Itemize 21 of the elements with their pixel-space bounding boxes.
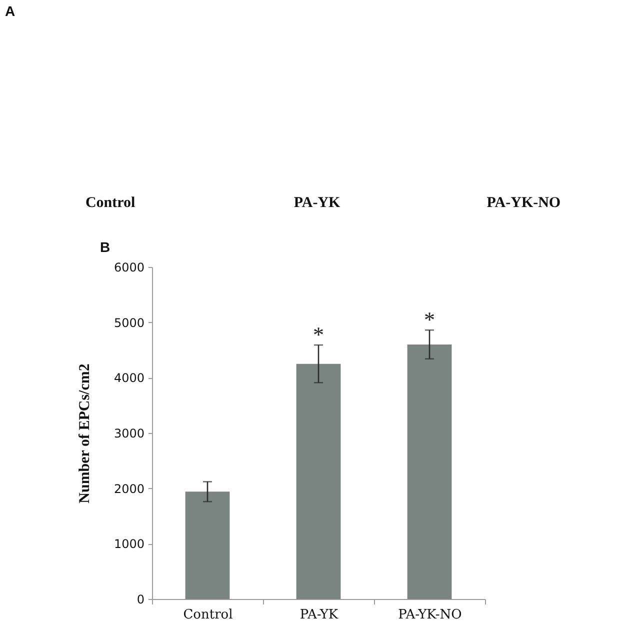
y-tick-label: 4000 bbox=[114, 371, 144, 386]
text: PA-YK-NO bbox=[486, 195, 561, 211]
x-tick-label: Control bbox=[183, 608, 233, 622]
x-tick-label: PA-YK-NO bbox=[398, 608, 462, 622]
chart-title: B bbox=[100, 239, 110, 255]
y-tick-label: 6000 bbox=[114, 260, 144, 274]
text: Control bbox=[85, 195, 136, 211]
y-tick-label: 2000 bbox=[114, 482, 144, 496]
y-tick-label: 0 bbox=[136, 592, 144, 606]
annotation: * bbox=[424, 307, 435, 332]
y-axis-title: Number of EPCs/cm2 bbox=[76, 364, 93, 504]
bar bbox=[185, 492, 230, 599]
bar bbox=[407, 344, 452, 599]
text: PA-YK bbox=[294, 195, 341, 211]
text: A bbox=[5, 3, 16, 19]
annotation: * bbox=[313, 322, 324, 348]
bar bbox=[296, 364, 341, 599]
x-tick-label: PA-YK bbox=[300, 608, 338, 622]
y-tick-label: 1000 bbox=[114, 537, 144, 552]
y-tick-label: 3000 bbox=[114, 426, 144, 440]
y-tick-label: 5000 bbox=[114, 316, 144, 330]
